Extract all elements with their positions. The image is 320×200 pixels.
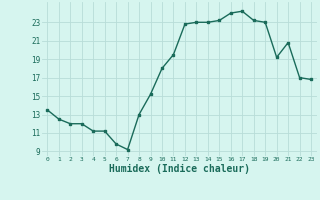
X-axis label: Humidex (Indice chaleur): Humidex (Indice chaleur) — [109, 164, 250, 174]
